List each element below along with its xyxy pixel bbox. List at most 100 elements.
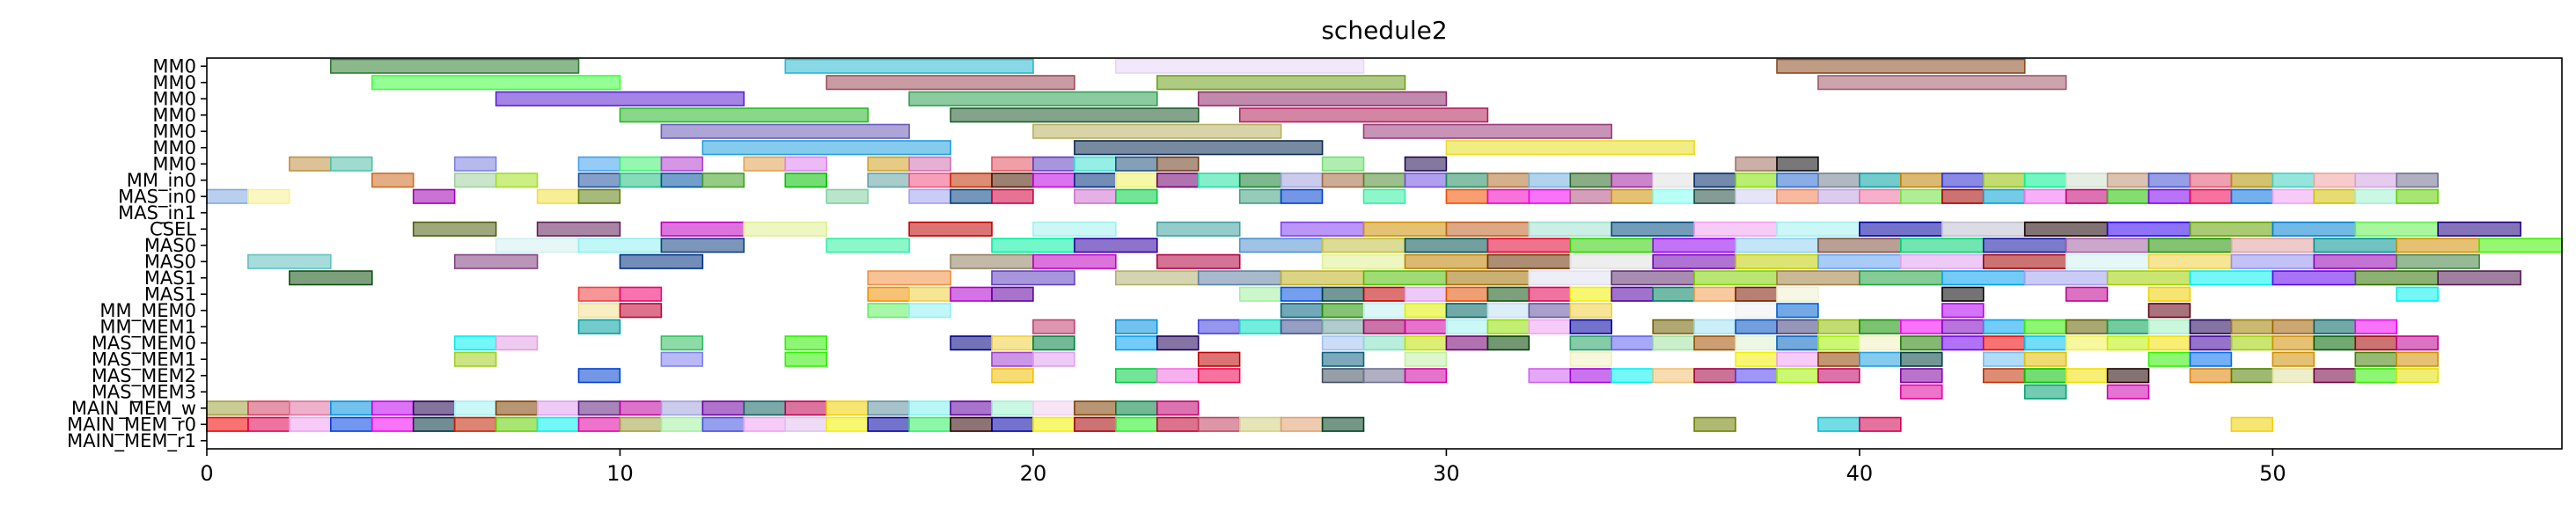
task-bar <box>1693 188 1736 204</box>
task-bar <box>1321 335 1365 351</box>
task-bar <box>1404 286 1448 302</box>
task-bar <box>1238 416 1282 432</box>
task-bar <box>2230 335 2274 351</box>
task-bar <box>1362 123 1613 139</box>
task-bar <box>1528 221 1613 237</box>
task-bar <box>2023 270 2109 286</box>
task-bar <box>1900 319 1943 334</box>
task-bar <box>784 416 827 432</box>
task-bar <box>1486 253 1572 269</box>
task-bar <box>2065 286 2109 302</box>
y-tick-label: MAS1 <box>144 268 196 289</box>
task-bar <box>1445 286 1489 302</box>
task-bar <box>1032 319 1075 334</box>
task-bar <box>453 416 497 432</box>
y-tick-label: MAIN_MEM_w <box>71 398 196 420</box>
task-bar <box>1611 286 1654 302</box>
task-bar <box>2106 368 2150 384</box>
task-bar <box>991 416 1034 432</box>
task-bar <box>577 416 621 432</box>
task-bar <box>1362 188 1406 204</box>
task-bar <box>2189 188 2233 204</box>
task-bar <box>1115 156 1158 172</box>
task-bar <box>908 172 951 188</box>
task-bar <box>577 238 663 253</box>
task-bar <box>1486 238 1572 253</box>
task-bar <box>660 335 704 351</box>
task-bar <box>2271 319 2315 334</box>
y-tick-label: MM0 <box>152 121 196 142</box>
task-bar <box>247 188 290 204</box>
task-bar <box>950 400 993 416</box>
task-bar <box>1197 172 1241 188</box>
task-bar <box>867 303 910 319</box>
task-bar <box>2396 286 2439 302</box>
task-bar <box>660 351 704 367</box>
task-bar <box>1735 351 1778 367</box>
task-bar <box>495 400 539 416</box>
task-bar <box>1156 335 1200 351</box>
task-bar <box>1404 303 1448 319</box>
task-bar <box>2147 351 2191 367</box>
task-bar <box>2271 188 2315 204</box>
task-bar <box>660 172 704 188</box>
x-tick-label: 30 <box>1433 461 1460 486</box>
task-bar <box>950 253 1034 269</box>
task-bar <box>826 416 869 432</box>
task-bar <box>1652 286 1695 302</box>
x-tick-label: 0 <box>200 461 213 486</box>
task-bar <box>1321 368 1365 384</box>
task-bar <box>2065 335 2109 351</box>
task-bar <box>1611 270 1695 286</box>
task-bar <box>1115 58 1365 74</box>
y-tick-label: MAIN_MEM_r1 <box>67 430 196 452</box>
task-bar <box>1486 172 1530 188</box>
task-bar <box>2437 221 2521 237</box>
task-bar <box>1362 270 1448 286</box>
task-bar <box>950 188 993 204</box>
x-tick-label: 40 <box>1846 461 1874 486</box>
task-bar <box>1941 286 1985 302</box>
task-bar <box>1817 319 1860 334</box>
task-bar <box>908 286 951 302</box>
task-bar <box>1404 368 1448 384</box>
task-bar <box>1486 319 1530 334</box>
task-bar <box>371 416 415 432</box>
task-bar <box>1900 368 1943 384</box>
task-bar <box>1776 335 1819 351</box>
task-bar <box>1156 253 1241 269</box>
task-bar <box>2271 172 2315 188</box>
task-bar <box>1074 238 1158 253</box>
task-bar <box>950 172 993 188</box>
task-bar <box>1900 188 1943 204</box>
task-bar <box>1074 400 1117 416</box>
task-bar <box>2396 172 2439 188</box>
task-bar <box>991 400 1034 416</box>
task-bar <box>2313 238 2398 253</box>
task-bar <box>1280 172 1324 188</box>
task-bar <box>743 156 786 172</box>
task-bar <box>1735 156 1778 172</box>
task-bar <box>2230 188 2274 204</box>
task-bar <box>826 188 869 204</box>
task-bar <box>1941 303 1985 319</box>
task-bar <box>1611 221 1695 237</box>
task-bar <box>1652 253 1736 269</box>
task-bar <box>1776 351 1819 367</box>
task-bar <box>1776 270 1860 286</box>
task-bar <box>1321 156 1365 172</box>
task-bar <box>453 351 497 367</box>
task-bar <box>1817 238 1902 253</box>
task-bar <box>1900 384 1943 400</box>
task-bar <box>2354 188 2398 204</box>
task-bar <box>2023 319 2067 334</box>
task-bar <box>412 188 456 204</box>
task-bar <box>1693 416 1736 432</box>
y-tick-label: MAS0 <box>144 235 196 256</box>
y-tick-label: MAS_in1 <box>118 202 196 224</box>
task-bar <box>660 221 745 237</box>
task-bar <box>1652 188 1695 204</box>
task-bar <box>1238 238 1324 253</box>
task-bar <box>619 400 663 416</box>
task-bar <box>495 238 580 253</box>
